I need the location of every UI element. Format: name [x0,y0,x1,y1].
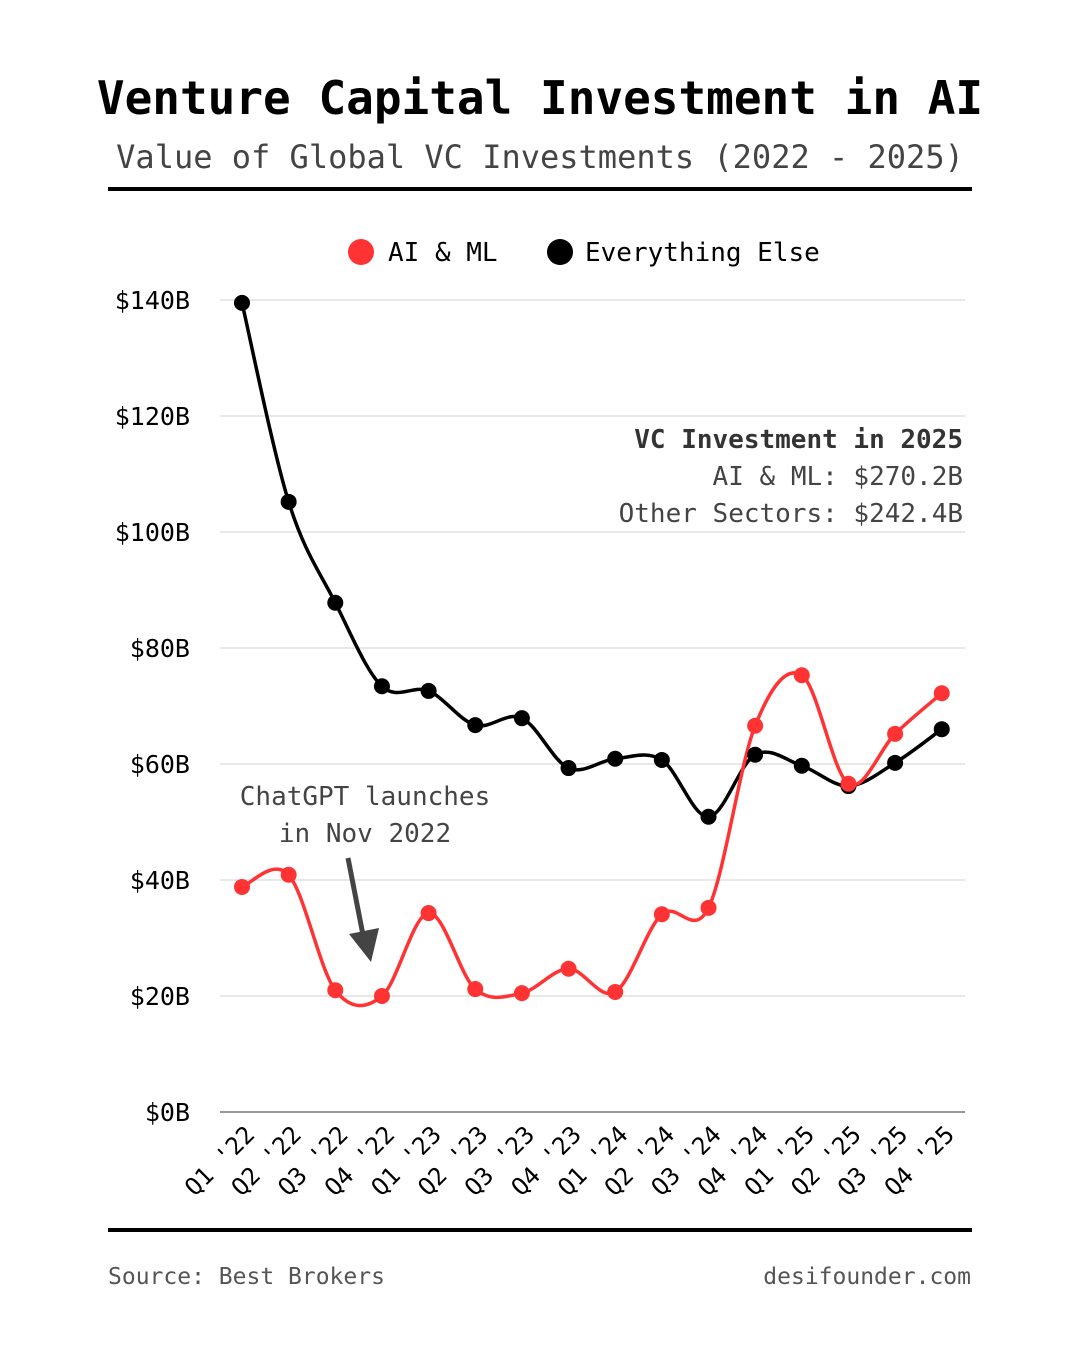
series-points [234,294,950,1004]
data-point-everything-else [467,717,484,734]
y-tick-label: $60B [130,750,190,779]
y-tick-label: $20B [130,982,190,1011]
legend-marker-other [547,239,573,265]
series-lines [240,302,943,1008]
data-point-everything-else [327,594,344,611]
data-point-ai-ml [840,775,857,792]
gridlines [220,299,965,1113]
data-point-ai-ml [373,988,390,1004]
data-point-everything-else [234,294,250,311]
data-point-everything-else [280,493,297,510]
chatgpt-annotation: ChatGPT launches in Nov 2022 [240,782,490,962]
data-point-everything-else [420,682,437,699]
series-line-everything-else [240,302,943,819]
data-point-ai-ml [887,725,904,742]
data-point-ai-ml [327,982,344,999]
data-point-ai-ml [793,667,810,684]
chart-title: Venture Capital Investment in AI [97,71,983,125]
summary-ai: AI & ML: $270.2B [713,462,963,492]
data-point-everything-else [887,754,904,771]
data-point-ai-ml [280,866,297,883]
legend-label-ai: AI & ML [388,238,498,268]
data-point-everything-else [560,760,577,777]
data-point-ai-ml [234,878,250,895]
y-tick-label: $100B [115,518,190,547]
data-point-ai-ml [420,905,437,922]
data-point-ai-ml [513,985,530,1002]
data-point-ai-ml [653,906,670,923]
data-point-ai-ml [747,717,764,734]
y-tick-label: $120B [115,402,190,431]
data-point-everything-else [373,678,390,695]
data-point-everything-else [747,746,764,763]
data-point-everything-else [700,808,717,825]
chatgpt-label-line1: ChatGPT launches [240,782,490,812]
source-text: Source: Best Brokers [108,1264,385,1290]
arrow-head-icon [349,928,379,962]
footer-divider [108,1228,972,1232]
data-point-everything-else [793,757,810,774]
data-point-ai-ml [607,983,624,1000]
legend-label-other: Everything Else [585,238,820,268]
chart-subtitle: Value of Global VC Investments (2022 - 2… [116,138,964,176]
y-tick-label: $0B [145,1098,190,1127]
y-tick-label: $140B [115,286,190,315]
legend: AI & ML Everything Else [348,238,820,268]
y-tick-label: $40B [130,866,190,895]
data-point-ai-ml [700,899,717,916]
summary-annotation: VC Investment in 2025 AI & ML: $270.2B O… [619,425,963,529]
summary-title: VC Investment in 2025 [634,425,963,455]
header-divider [108,187,972,191]
brand-text: desifounder.com [763,1264,971,1290]
data-point-ai-ml [467,981,484,998]
data-point-everything-else [933,721,950,738]
summary-other: Other Sectors: $242.4B [619,499,963,529]
data-point-ai-ml [933,685,950,702]
data-point-everything-else [513,710,530,727]
chatgpt-label-line2: in Nov 2022 [279,819,451,849]
y-axis: $0B $20B $40B $60B $80B $100B $120B $140B [115,286,190,1127]
data-point-ai-ml [560,960,577,977]
data-point-everything-else [653,751,670,768]
y-tick-label: $80B [130,634,190,663]
data-point-everything-else [607,750,624,767]
arrow-shaft [345,857,366,936]
legend-marker-ai [348,239,374,265]
